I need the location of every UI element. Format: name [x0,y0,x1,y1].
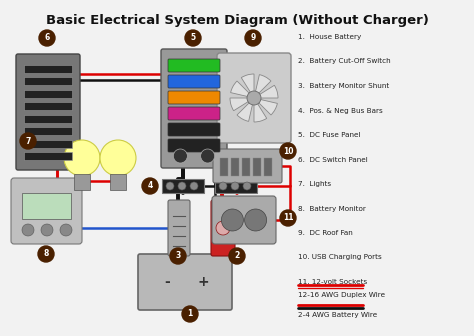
Circle shape [178,182,186,190]
Text: 10. USB Charging Ports: 10. USB Charging Ports [298,254,382,260]
FancyBboxPatch shape [168,123,220,136]
Text: -: - [164,275,170,289]
Text: 12-16 AWG Duplex Wire: 12-16 AWG Duplex Wire [298,292,385,298]
Wedge shape [254,98,277,115]
Text: 6.  DC Switch Panel: 6. DC Switch Panel [298,157,368,163]
Text: 1.  House Battery: 1. House Battery [298,34,361,40]
FancyBboxPatch shape [168,107,220,120]
FancyBboxPatch shape [168,75,220,88]
Circle shape [22,224,34,236]
Circle shape [38,246,54,262]
FancyBboxPatch shape [161,49,227,168]
FancyBboxPatch shape [220,158,228,176]
FancyBboxPatch shape [24,139,72,148]
FancyBboxPatch shape [24,152,72,160]
Circle shape [221,209,244,231]
Wedge shape [230,98,254,111]
Text: 4: 4 [147,181,153,191]
Circle shape [142,178,158,194]
FancyBboxPatch shape [242,158,250,176]
FancyBboxPatch shape [168,200,190,256]
Text: 4.  Pos. & Neg Bus Bars: 4. Pos. & Neg Bus Bars [298,108,383,114]
FancyBboxPatch shape [22,193,71,219]
Circle shape [60,224,72,236]
FancyBboxPatch shape [217,53,291,143]
Circle shape [166,182,174,190]
Text: 7: 7 [25,136,31,145]
Circle shape [20,133,36,149]
Text: Basic Electrical System Diagram (Without Charger): Basic Electrical System Diagram (Without… [46,14,428,27]
FancyBboxPatch shape [168,59,220,72]
Wedge shape [241,74,254,98]
FancyBboxPatch shape [24,65,72,73]
FancyBboxPatch shape [24,77,72,85]
Circle shape [219,182,227,190]
FancyBboxPatch shape [16,54,80,170]
Circle shape [182,306,198,322]
FancyBboxPatch shape [24,127,72,135]
FancyBboxPatch shape [110,174,126,190]
FancyBboxPatch shape [253,158,261,176]
Circle shape [245,209,266,231]
Text: 2: 2 [234,252,240,260]
FancyBboxPatch shape [231,158,239,176]
Text: 6: 6 [45,34,50,42]
Text: 7.  Lights: 7. Lights [298,181,331,187]
FancyBboxPatch shape [24,115,72,123]
Text: 11: 11 [283,213,293,222]
Wedge shape [254,75,271,98]
Circle shape [280,143,296,159]
Circle shape [64,140,100,176]
Text: 10: 10 [283,146,293,156]
Circle shape [190,182,198,190]
Text: 5.  DC Fuse Panel: 5. DC Fuse Panel [298,132,361,138]
FancyBboxPatch shape [212,196,276,244]
FancyBboxPatch shape [11,178,82,244]
FancyBboxPatch shape [138,254,232,310]
FancyBboxPatch shape [215,179,257,193]
FancyBboxPatch shape [264,158,272,176]
Text: 2.  Battery Cut-Off Switch: 2. Battery Cut-Off Switch [298,58,391,65]
FancyBboxPatch shape [213,149,282,183]
Text: 9.  DC Roof Fan: 9. DC Roof Fan [298,230,353,236]
Circle shape [201,149,215,163]
Text: 2-4 AWG Battery Wire: 2-4 AWG Battery Wire [298,312,377,318]
Text: +: + [197,275,209,289]
Circle shape [229,248,245,264]
Circle shape [173,149,187,163]
Circle shape [170,248,186,264]
Wedge shape [254,85,278,98]
FancyBboxPatch shape [168,139,220,152]
Text: 5: 5 [191,34,196,42]
Circle shape [39,30,55,46]
Text: 11. 12-volt Sockets: 11. 12-volt Sockets [298,279,367,285]
Circle shape [185,30,201,46]
FancyBboxPatch shape [74,174,90,190]
Wedge shape [254,98,267,122]
Wedge shape [237,98,254,121]
Circle shape [41,224,53,236]
Circle shape [231,182,239,190]
FancyBboxPatch shape [162,179,204,193]
Text: 8.  Battery Monitor: 8. Battery Monitor [298,206,366,211]
Text: 9: 9 [250,34,255,42]
FancyBboxPatch shape [211,200,235,256]
Wedge shape [231,81,254,98]
Circle shape [245,30,261,46]
Circle shape [216,221,230,235]
Text: 1: 1 [187,309,192,319]
FancyBboxPatch shape [24,89,72,97]
FancyBboxPatch shape [24,102,72,110]
Circle shape [280,210,296,226]
Text: 8: 8 [43,250,49,258]
Circle shape [243,182,251,190]
Circle shape [247,91,261,105]
Text: 3: 3 [175,252,181,260]
Circle shape [100,140,136,176]
Text: 3.  Battery Monitor Shunt: 3. Battery Monitor Shunt [298,83,389,89]
FancyBboxPatch shape [168,91,220,104]
